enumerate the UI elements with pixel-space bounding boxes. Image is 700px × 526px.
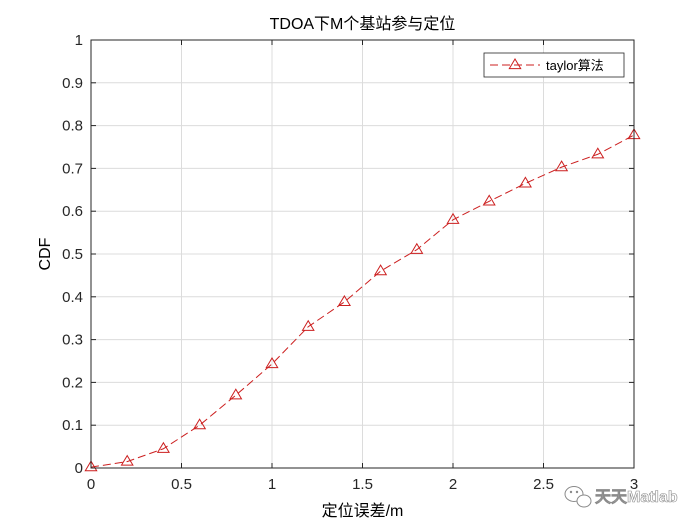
legend: taylor算法	[483, 52, 625, 78]
x-tick-label: 1.5	[352, 476, 373, 493]
data-point-marker	[265, 357, 279, 369]
data-point-marker	[446, 212, 460, 224]
legend-entry-label: taylor算法	[546, 58, 604, 73]
x-tick-label: 0	[87, 476, 95, 493]
y-tick-label: 0.1	[62, 417, 83, 434]
series-layer	[84, 128, 641, 472]
watermark: 天天Matlab	[564, 486, 678, 508]
data-point-marker	[229, 388, 243, 400]
data-point-marker	[84, 460, 98, 472]
x-tick-label: 3	[630, 476, 638, 493]
data-point-marker	[518, 176, 532, 188]
y-tick-label: 0.2	[62, 374, 83, 391]
y-tick-label: 0	[75, 460, 83, 477]
chart-title: TDOA下M个基站参与定位	[270, 15, 456, 33]
y-tick-label: 0.3	[62, 332, 83, 349]
y-tick-label: 0.6	[62, 203, 83, 220]
y-tick-label: 0.4	[62, 289, 83, 306]
x-tick-label: 0.5	[171, 476, 192, 493]
y-tick-label: 0.9	[62, 75, 83, 92]
axis-ticks	[90, 39, 635, 469]
x-tick-label: 1	[268, 476, 276, 493]
y-tick-label: 0.8	[62, 118, 83, 135]
series-line	[90, 134, 635, 468]
data-point-marker	[301, 319, 315, 331]
data-point-marker	[555, 160, 569, 172]
legend-marker-triangle-icon	[508, 58, 522, 70]
tick-labels: 0 0.5 1 1.5 2 2.5 3 0 0.1 0.2 0.3 0.4 0.5 0.6 0.7 0.8 0.…	[62, 32, 638, 493]
data-point-marker	[591, 147, 605, 159]
x-tick-label: 2	[449, 476, 457, 493]
data-point-marker	[374, 264, 388, 276]
x-axis-label: 定位误差/m	[322, 502, 404, 520]
watermark-text: 天天Matlab	[595, 489, 678, 506]
data-point-marker	[156, 441, 170, 453]
data-point-marker	[120, 454, 134, 466]
y-tick-label: 0.5	[62, 246, 83, 263]
y-axis-label: CDF	[37, 237, 54, 270]
data-point-marker	[482, 194, 496, 206]
y-tick-label: 1	[75, 32, 83, 49]
wechat-icon	[564, 486, 592, 508]
data-point-marker	[337, 294, 351, 307]
y-tick-label: 0.7	[62, 160, 83, 177]
x-tick-label: 2.5	[533, 476, 554, 493]
data-point-marker	[410, 242, 424, 254]
data-point-marker	[193, 418, 207, 430]
